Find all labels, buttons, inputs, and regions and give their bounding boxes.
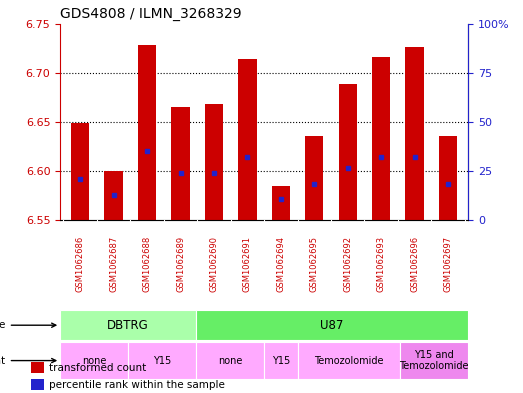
Text: none: none (218, 356, 242, 365)
Bar (172, 107, 190, 220)
Text: GSM1062693: GSM1062693 (377, 236, 385, 292)
Text: transformed count: transformed count (49, 363, 146, 373)
Bar (238, 59, 257, 220)
Text: GSM1062692: GSM1062692 (343, 236, 352, 292)
Text: cell line: cell line (0, 320, 56, 330)
Bar (405, 47, 424, 220)
Bar (60, 342, 128, 379)
Bar (298, 342, 400, 379)
Text: U87: U87 (321, 319, 344, 332)
Text: GSM1062686: GSM1062686 (76, 236, 85, 292)
Text: DBTRG: DBTRG (107, 319, 149, 332)
Bar (105, 171, 123, 220)
Text: GSM1062687: GSM1062687 (109, 236, 118, 292)
Text: GSM1062696: GSM1062696 (410, 236, 419, 292)
Text: none: none (82, 356, 106, 365)
Text: GSM1062697: GSM1062697 (444, 236, 452, 292)
Bar (31, 380, 44, 391)
Text: Y15: Y15 (153, 356, 171, 365)
Bar (305, 136, 323, 220)
Text: GSM1062688: GSM1062688 (143, 236, 152, 292)
Bar (400, 342, 468, 379)
Bar (196, 310, 468, 340)
Bar (128, 342, 196, 379)
Bar (271, 186, 290, 220)
Bar (205, 104, 223, 220)
Text: GSM1062695: GSM1062695 (310, 236, 319, 292)
Text: GSM1062690: GSM1062690 (209, 236, 219, 292)
Bar (338, 84, 357, 220)
Text: Temozolomide: Temozolomide (314, 356, 384, 365)
Bar (31, 362, 44, 373)
Text: percentile rank within the sample: percentile rank within the sample (49, 380, 225, 390)
Bar (138, 45, 156, 220)
Text: GSM1062691: GSM1062691 (243, 236, 252, 292)
Text: agent: agent (0, 356, 56, 365)
Text: GSM1062689: GSM1062689 (176, 236, 185, 292)
Bar (71, 123, 89, 220)
Text: Y15: Y15 (272, 356, 290, 365)
Text: GSM1062694: GSM1062694 (276, 236, 286, 292)
Bar (439, 136, 457, 220)
Bar (196, 342, 264, 379)
Bar (372, 57, 390, 220)
Text: GDS4808 / ILMN_3268329: GDS4808 / ILMN_3268329 (60, 7, 242, 21)
Bar (60, 310, 196, 340)
Bar (264, 342, 298, 379)
Text: Y15 and
Temozolomide: Y15 and Temozolomide (400, 350, 469, 371)
